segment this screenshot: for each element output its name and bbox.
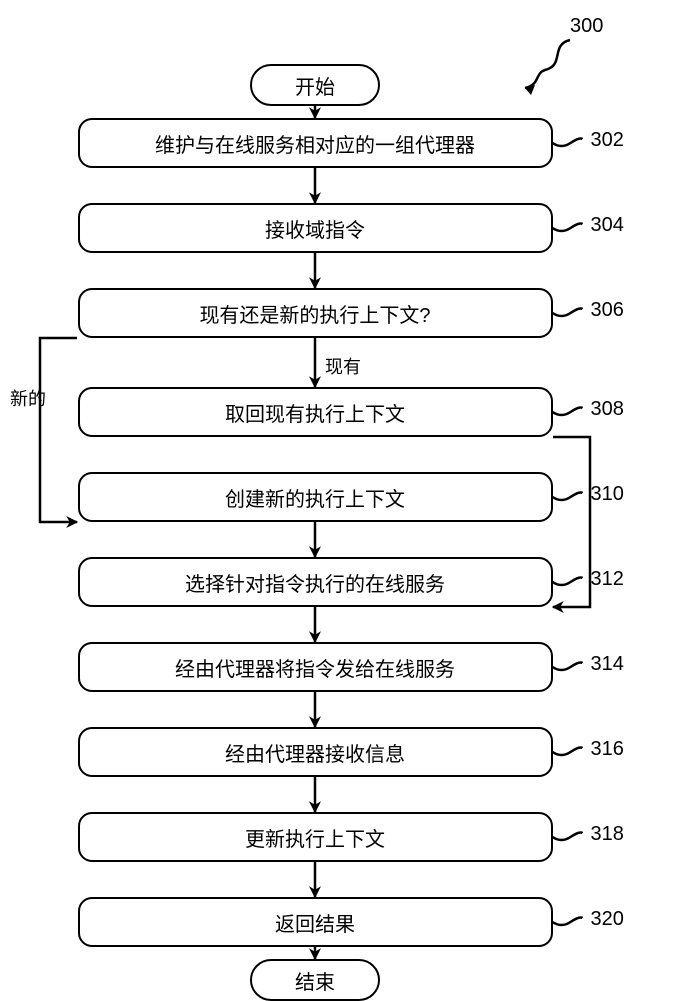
n312-node: 选择针对指令执行的在线服务 [78,557,553,607]
n306-label: 现有还是新的执行上下文? [199,299,430,328]
n308-label: 取回现有执行上下文 [225,398,405,427]
end-label: 结束 [295,966,335,995]
end-node: 结束 [250,959,380,1001]
start-node: 开始 [250,64,380,106]
ref-302: 302 [591,129,624,152]
ref-310: 310 [591,483,624,506]
n302-label: 维护与在线服务相对应的一组代理器 [155,129,475,158]
edge-label: 现有 [325,353,361,379]
ref-316: 316 [591,738,624,761]
ref-304: 304 [591,214,624,237]
n314-node: 经由代理器将指令发给在线服务 [78,642,553,692]
ref-308: 308 [591,398,624,421]
n306-node: 现有还是新的执行上下文? [78,288,553,338]
n320-label: 返回结果 [275,908,355,937]
n314-label: 经由代理器将指令发给在线服务 [175,653,455,682]
ref-306: 306 [591,299,624,322]
n302-node: 维护与在线服务相对应的一组代理器 [78,118,553,168]
ref-314: 314 [591,653,624,676]
n304-label: 接收域指令 [265,214,365,243]
edge-label: 新的 [10,385,46,411]
n310-label: 创建新的执行上下文 [225,483,405,512]
ref-312: 312 [591,568,624,591]
start-label: 开始 [295,71,335,100]
n308-node: 取回现有执行上下文 [78,387,553,437]
n312-label: 选择针对指令执行的在线服务 [185,568,445,597]
ref-320: 320 [591,908,624,931]
n310-node: 创建新的执行上下文 [78,472,553,522]
n304-node: 接收域指令 [78,203,553,253]
ref-318: 318 [591,823,624,846]
n318-label: 更新执行上下文 [245,823,385,852]
figure-reference: 300 [570,15,603,38]
n316-node: 经由代理器接收信息 [78,727,553,777]
n320-node: 返回结果 [78,897,553,947]
n316-label: 经由代理器接收信息 [225,738,405,767]
n318-node: 更新执行上下文 [78,812,553,862]
